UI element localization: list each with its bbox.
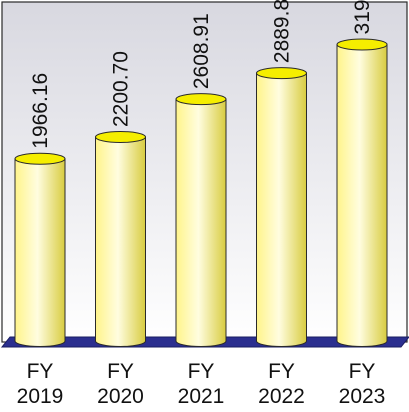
bar (256, 67, 307, 347)
category-label-line2: 2022 (258, 385, 305, 408)
value-labels-layer: 1966.16 2200.70 2608.91 2889.87 3198.84 (29, 0, 374, 149)
bar-top (14, 152, 66, 165)
bar-body (336, 43, 388, 347)
bar-top (175, 93, 227, 106)
category-label-line1: FY (349, 360, 376, 383)
value-label: 3198.84 (351, 0, 374, 34)
category-label-line1: FY (27, 360, 54, 383)
category-label-line2: 2019 (17, 385, 64, 408)
bars-layer (14, 38, 388, 347)
bar-body (256, 72, 307, 347)
value-label: 2608.91 (190, 13, 213, 89)
category-label-line2: 2020 (97, 385, 144, 408)
category-label-line2: 2023 (339, 385, 386, 408)
value-label: 2200.70 (110, 51, 133, 127)
category-label-line1: FY (268, 360, 295, 383)
bar (14, 152, 66, 347)
value-label: 1966.16 (29, 73, 52, 149)
category-label-line1: FY (107, 360, 134, 383)
value-label: 2889.87 (271, 0, 294, 63)
bar-body (95, 136, 146, 347)
bar (336, 38, 388, 347)
bar (175, 93, 227, 347)
bar-body (14, 158, 66, 347)
bar-top (95, 130, 146, 143)
category-label-line2: 2021 (178, 385, 225, 408)
bar (95, 130, 146, 347)
category-label-line1: FY (188, 360, 215, 383)
bar-body (175, 98, 227, 347)
bar-top (336, 38, 388, 51)
bar-top (256, 67, 307, 80)
